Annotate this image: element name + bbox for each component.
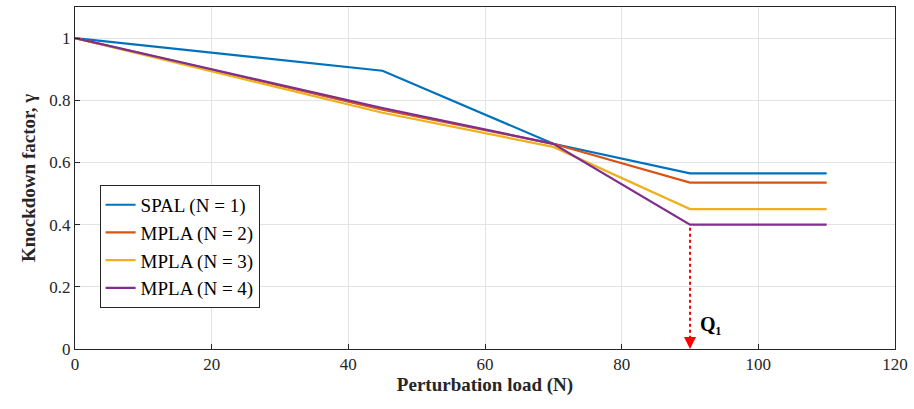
svg-text:MPLA (N = 2): MPLA (N = 2) — [141, 223, 254, 245]
svg-text:Perturbation load (N): Perturbation load (N) — [397, 374, 573, 396]
svg-text:MPLA (N = 3): MPLA (N = 3) — [141, 251, 254, 273]
svg-text:120: 120 — [882, 355, 908, 374]
svg-text:0: 0 — [62, 340, 71, 359]
svg-text:40: 40 — [340, 355, 357, 374]
svg-text:0: 0 — [71, 355, 80, 374]
svg-text:MPLA (N = 4): MPLA (N = 4) — [141, 278, 254, 300]
svg-text:20: 20 — [203, 355, 220, 374]
svg-text:1: 1 — [62, 29, 71, 48]
svg-text:100: 100 — [746, 355, 772, 374]
svg-text:0.4: 0.4 — [49, 216, 71, 235]
svg-text:80: 80 — [613, 355, 630, 374]
svg-text:SPAL (N = 1): SPAL (N = 1) — [141, 195, 246, 217]
svg-text:0.8: 0.8 — [49, 91, 70, 110]
svg-text:Q₁: Q₁ — [700, 313, 722, 335]
svg-text:Knockdown factor, γ: Knockdown factor, γ — [18, 94, 39, 262]
svg-text:0.2: 0.2 — [49, 278, 70, 297]
svg-text:60: 60 — [477, 355, 494, 374]
svg-text:0.6: 0.6 — [49, 153, 70, 172]
